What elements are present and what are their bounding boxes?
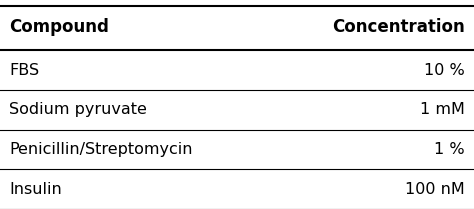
Text: Compound: Compound bbox=[9, 18, 109, 36]
Text: FBS: FBS bbox=[9, 62, 40, 78]
Text: Sodium pyruvate: Sodium pyruvate bbox=[9, 102, 147, 117]
Text: 1 mM: 1 mM bbox=[419, 102, 465, 117]
Text: 10 %: 10 % bbox=[424, 62, 465, 78]
Text: Concentration: Concentration bbox=[332, 18, 465, 36]
Text: 100 nM: 100 nM bbox=[405, 182, 465, 197]
Text: Penicillin/Streptomycin: Penicillin/Streptomycin bbox=[9, 142, 193, 157]
Text: Insulin: Insulin bbox=[9, 182, 62, 197]
Text: 1 %: 1 % bbox=[434, 142, 465, 157]
